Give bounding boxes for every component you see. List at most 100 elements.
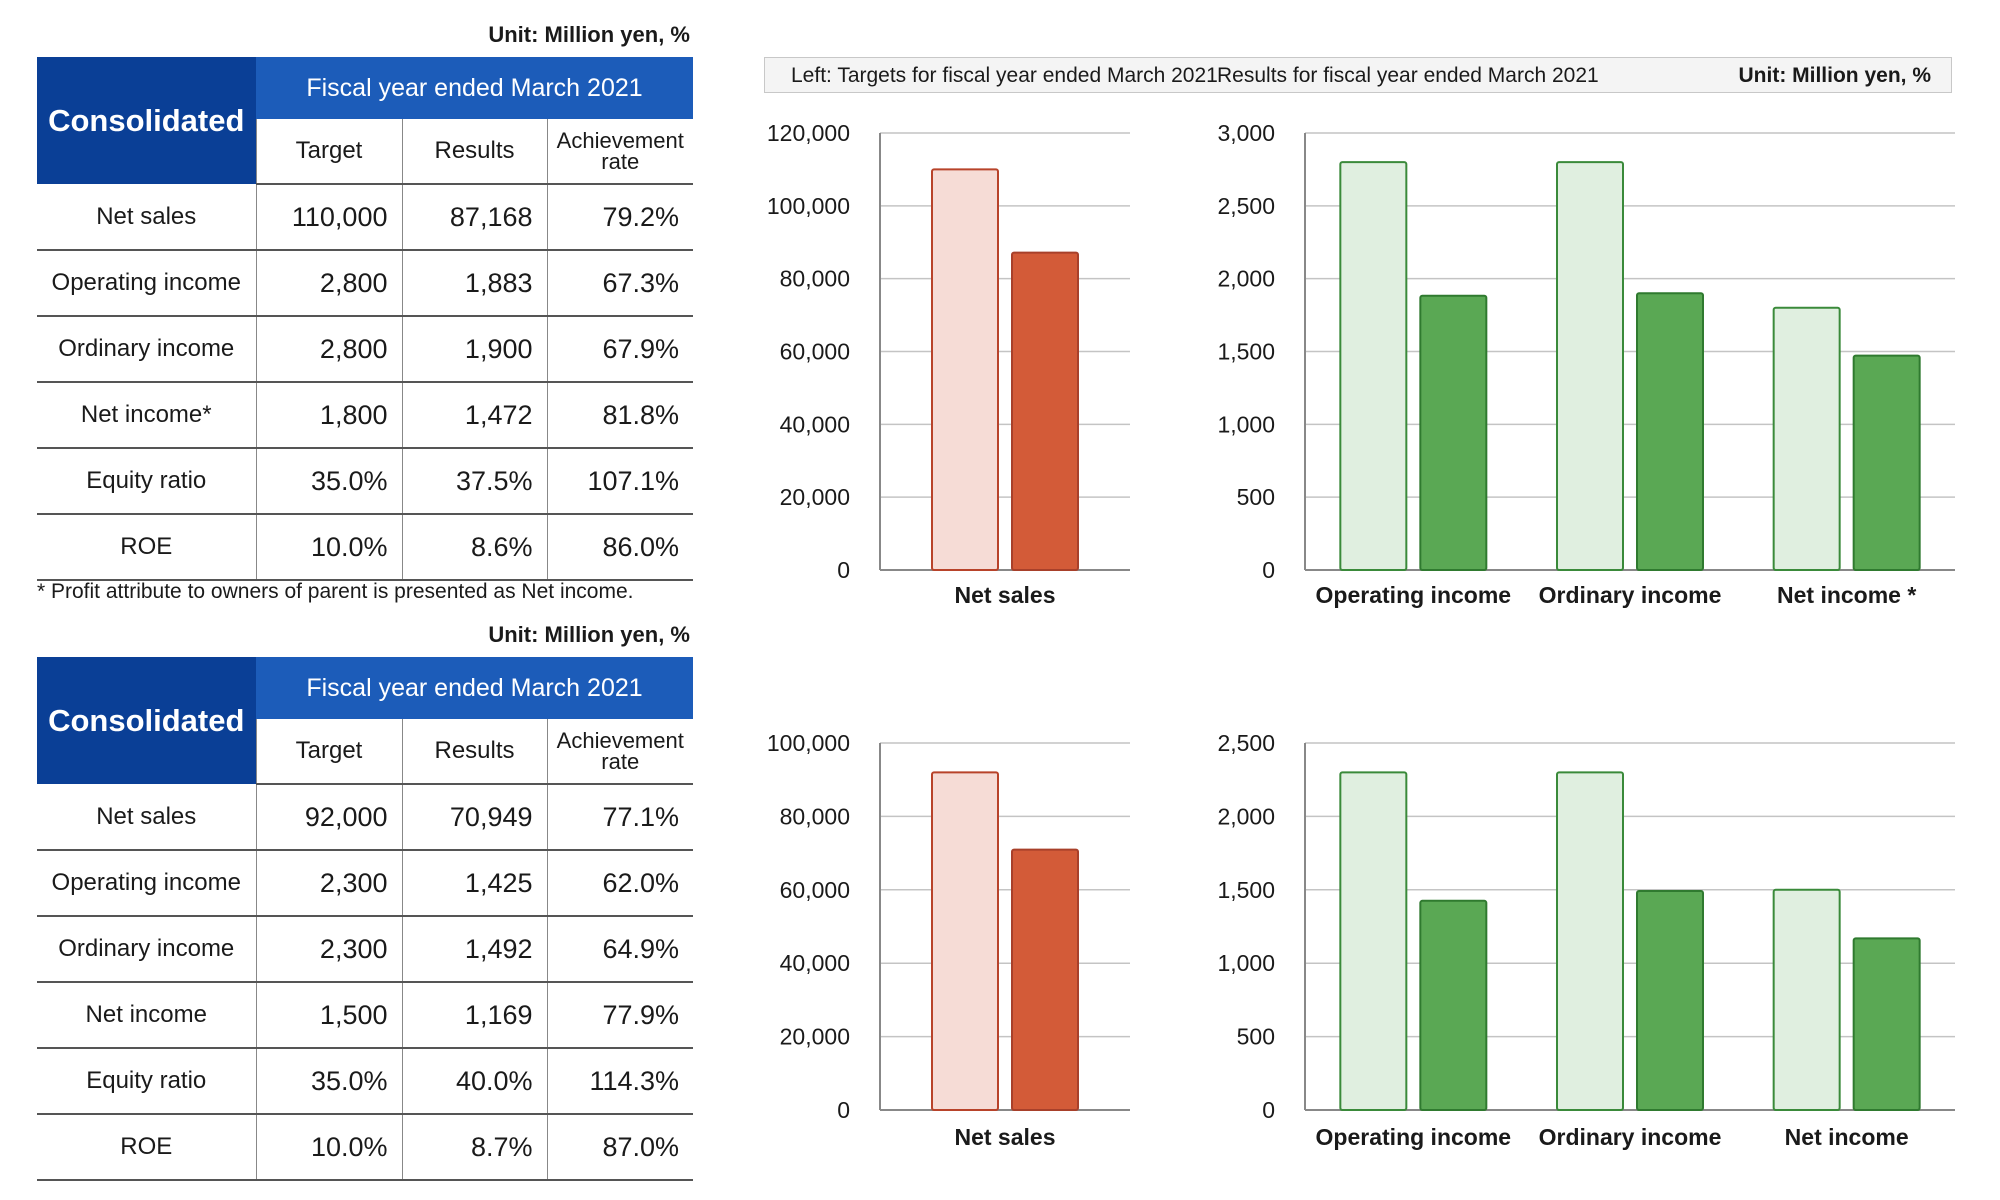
- achievement-cell: 64.9%: [547, 916, 694, 983]
- row-label: Net sales: [37, 184, 257, 251]
- table-row: Net income* 1,800 1,472 81.8%: [37, 382, 694, 449]
- results-cell: 40.0%: [402, 1048, 548, 1115]
- y-tick-label: 20,000: [780, 484, 850, 510]
- target-bar: [931, 168, 999, 572]
- result-bar: [1419, 899, 1488, 1111]
- chart-legend-bar: Left: Targets for fiscal year ended Marc…: [764, 57, 1952, 93]
- y-tick-label: 100,000: [767, 730, 850, 756]
- net-sales-chart-bottom: 0 20,000 40,000 60,000 80,000 100,000 Net sale…: [767, 730, 1130, 1150]
- results-cell: 1,883: [402, 250, 548, 317]
- table-row: ROE 10.0% 8.6% 86.0%: [37, 514, 694, 581]
- target-bar: [1556, 161, 1624, 572]
- legend-unit-label: Unit: Million yen, %: [1738, 64, 1932, 87]
- column-header-target: Target: [255, 719, 402, 785]
- y-tick-label: 0: [1262, 1097, 1275, 1123]
- x-category-label: Operating income: [1316, 582, 1512, 608]
- y-tick-label: 500: [1237, 484, 1275, 510]
- target-bar: [1556, 771, 1624, 1112]
- results-cell: 1,472: [402, 382, 548, 449]
- result-bar: [1852, 354, 1921, 571]
- y-tick-label: 1,500: [1217, 877, 1275, 903]
- row-label: ROE: [37, 514, 257, 581]
- y-tick-label: 0: [1262, 557, 1275, 583]
- y-tick-label: 60,000: [780, 877, 850, 903]
- table-row: Net sales 110,000 87,168 79.2%: [37, 184, 694, 251]
- target-cell: 92,000: [256, 784, 403, 851]
- result-bar: [1011, 251, 1079, 571]
- target-bar: [931, 771, 999, 1112]
- table-footnote: * Profit attribute to owners of parent i…: [37, 580, 634, 603]
- column-header-results: Results: [401, 719, 547, 785]
- result-bar: [1419, 294, 1488, 572]
- results-cell: 1,900: [402, 316, 548, 383]
- target-cell: 2,300: [256, 916, 403, 983]
- table-row: Equity ratio 35.0% 40.0% 114.3%: [37, 1048, 694, 1115]
- target-bar: [1772, 306, 1841, 572]
- y-tick-label: 2,500: [1217, 730, 1275, 756]
- achievement-cell: 67.9%: [547, 316, 694, 383]
- y-tick-label: 1,000: [1217, 411, 1275, 437]
- fiscal-year-header: Fiscal year ended March 2021: [256, 57, 694, 119]
- target-cell: 2,800: [256, 316, 403, 383]
- table-row: Operating income 2,300 1,425 62.0%: [37, 850, 694, 917]
- row-label: Net income*: [37, 382, 257, 449]
- fiscal-year-header: Fiscal year ended March 2021: [256, 657, 694, 719]
- row-label: ROE: [37, 1114, 257, 1181]
- column-header-target: Target: [255, 119, 402, 185]
- target-bar: [1339, 161, 1408, 572]
- column-header-achievement-rate: Achievement rate: [546, 719, 694, 785]
- legend-results-label: Results for fiscal year ended March 2021: [1217, 64, 1599, 87]
- table-row: Net sales 92,000 70,949 77.1%: [37, 784, 694, 851]
- table-corner-header: Consolidated: [37, 57, 256, 184]
- row-label: Operating income: [37, 250, 257, 317]
- target-cell: 2,800: [256, 250, 403, 317]
- achievement-cell: 67.3%: [547, 250, 694, 317]
- results-cell: 8.6%: [402, 514, 548, 581]
- net-sales-chart-top: 0 20,000 40,000 60,000 80,000 100,000 120,000 N…: [767, 120, 1130, 608]
- table-1-unit: Unit: Million yen, %: [488, 22, 690, 47]
- y-tick-label: 40,000: [780, 950, 850, 976]
- y-tick-label: 20,000: [780, 1024, 850, 1050]
- achievement-cell: 86.0%: [547, 514, 694, 581]
- results-cell: 1,169: [402, 982, 548, 1049]
- y-tick-label: 1,500: [1217, 339, 1275, 365]
- y-tick-label: 80,000: [780, 803, 850, 829]
- income-chart-top: 0 500 1,000 1,500 2,000 2,500 3,000 Operating i…: [1217, 120, 1955, 608]
- table-row: Net income 1,500 1,169 77.9%: [37, 982, 694, 1049]
- result-bar: [1636, 889, 1704, 1111]
- legend-targets-label: Left: Targets for fiscal year ended Marc…: [791, 64, 1218, 87]
- y-tick-label: 80,000: [780, 266, 850, 292]
- target-cell: 35.0%: [256, 448, 403, 515]
- column-header-achievement-rate: Achievement rate: [546, 119, 694, 185]
- y-tick-label: 2,000: [1217, 803, 1275, 829]
- achievement-cell: 77.9%: [547, 982, 694, 1049]
- row-label: Ordinary income: [37, 316, 257, 383]
- achievement-cell: 107.1%: [547, 448, 694, 515]
- table-row: Ordinary income 2,800 1,900 67.9%: [37, 316, 694, 383]
- achievement-cell: 77.1%: [547, 784, 694, 851]
- row-label: Net sales: [37, 784, 257, 851]
- y-tick-label: 60,000: [780, 339, 850, 365]
- table-row: Ordinary income 2,300 1,492 64.9%: [37, 916, 694, 983]
- row-label: Equity ratio: [37, 448, 257, 515]
- result-bar: [1636, 292, 1704, 571]
- row-label: Operating income: [37, 850, 257, 917]
- results-table-1: Consolidated Fiscal year ended March 202…: [37, 57, 694, 581]
- achievement-cell: 87.0%: [547, 1114, 694, 1181]
- result-bar: [1852, 937, 1921, 1111]
- achievement-cell: 79.2%: [547, 184, 694, 251]
- x-category-label: Net income: [1785, 1124, 1909, 1150]
- y-tick-label: 120,000: [767, 120, 850, 146]
- y-tick-label: 100,000: [767, 193, 850, 219]
- row-label: Equity ratio: [37, 1048, 257, 1115]
- results-cell: 70,949: [402, 784, 548, 851]
- table-row: Equity ratio 35.0% 37.5% 107.1%: [37, 448, 694, 515]
- results-cell: 1,425: [402, 850, 548, 917]
- row-label: Ordinary income: [37, 916, 257, 983]
- y-tick-label: 2,500: [1217, 193, 1275, 219]
- y-tick-label: 0: [837, 557, 850, 583]
- target-cell: 2,300: [256, 850, 403, 917]
- results-cell: 87,168: [402, 184, 548, 251]
- table-corner-header: Consolidated: [37, 657, 256, 784]
- achievement-cell: 62.0%: [547, 850, 694, 917]
